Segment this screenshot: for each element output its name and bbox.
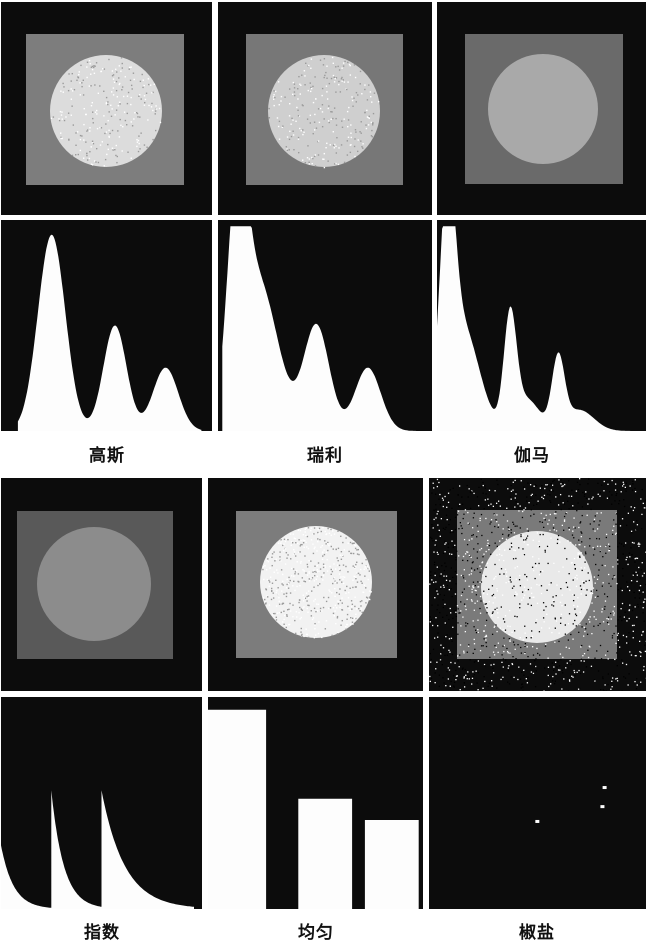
label-salt-pepper: 椒盐: [519, 923, 555, 943]
image-salt-pepper: [429, 478, 646, 691]
disk-region: [37, 527, 151, 641]
histogram-salt-pepper: [429, 697, 646, 909]
histogram-area: [17, 234, 202, 431]
impulse-mark: [602, 786, 607, 790]
disk-region: [268, 55, 380, 167]
disk-region: [50, 55, 162, 167]
histogram-gaussian: [1, 220, 212, 431]
noise-speckles: [262, 526, 372, 639]
impulse-mark: [535, 819, 540, 823]
impulse-mark: [600, 805, 605, 809]
histogram-exponential: [1, 697, 202, 909]
disk-region: [260, 526, 372, 638]
label-exponential: 指数: [84, 923, 120, 943]
noise-speckles: [429, 478, 646, 691]
histogram-rayleigh: [218, 220, 432, 431]
label-rayleigh: 瑞利: [307, 446, 343, 466]
histogram-area: [1, 790, 194, 909]
label-gamma: 伽马: [514, 446, 550, 466]
disk-region: [488, 54, 598, 164]
label-gaussian: 高斯: [89, 446, 125, 466]
histogram-area: [222, 226, 426, 431]
image-gamma: [437, 2, 646, 215]
disk-region: [481, 531, 593, 643]
histogram-uniform: [208, 697, 423, 909]
histogram-gamma: [437, 220, 646, 431]
histogram-area: [437, 226, 642, 431]
image-gaussian: [1, 2, 212, 215]
histogram-area: [208, 709, 419, 909]
noise-speckles: [268, 56, 380, 169]
image-rayleigh: [218, 2, 432, 215]
image-exponential: [1, 478, 202, 691]
image-uniform: [208, 478, 423, 691]
noise-speckles: [50, 57, 162, 167]
label-uniform: 均匀: [298, 923, 334, 943]
